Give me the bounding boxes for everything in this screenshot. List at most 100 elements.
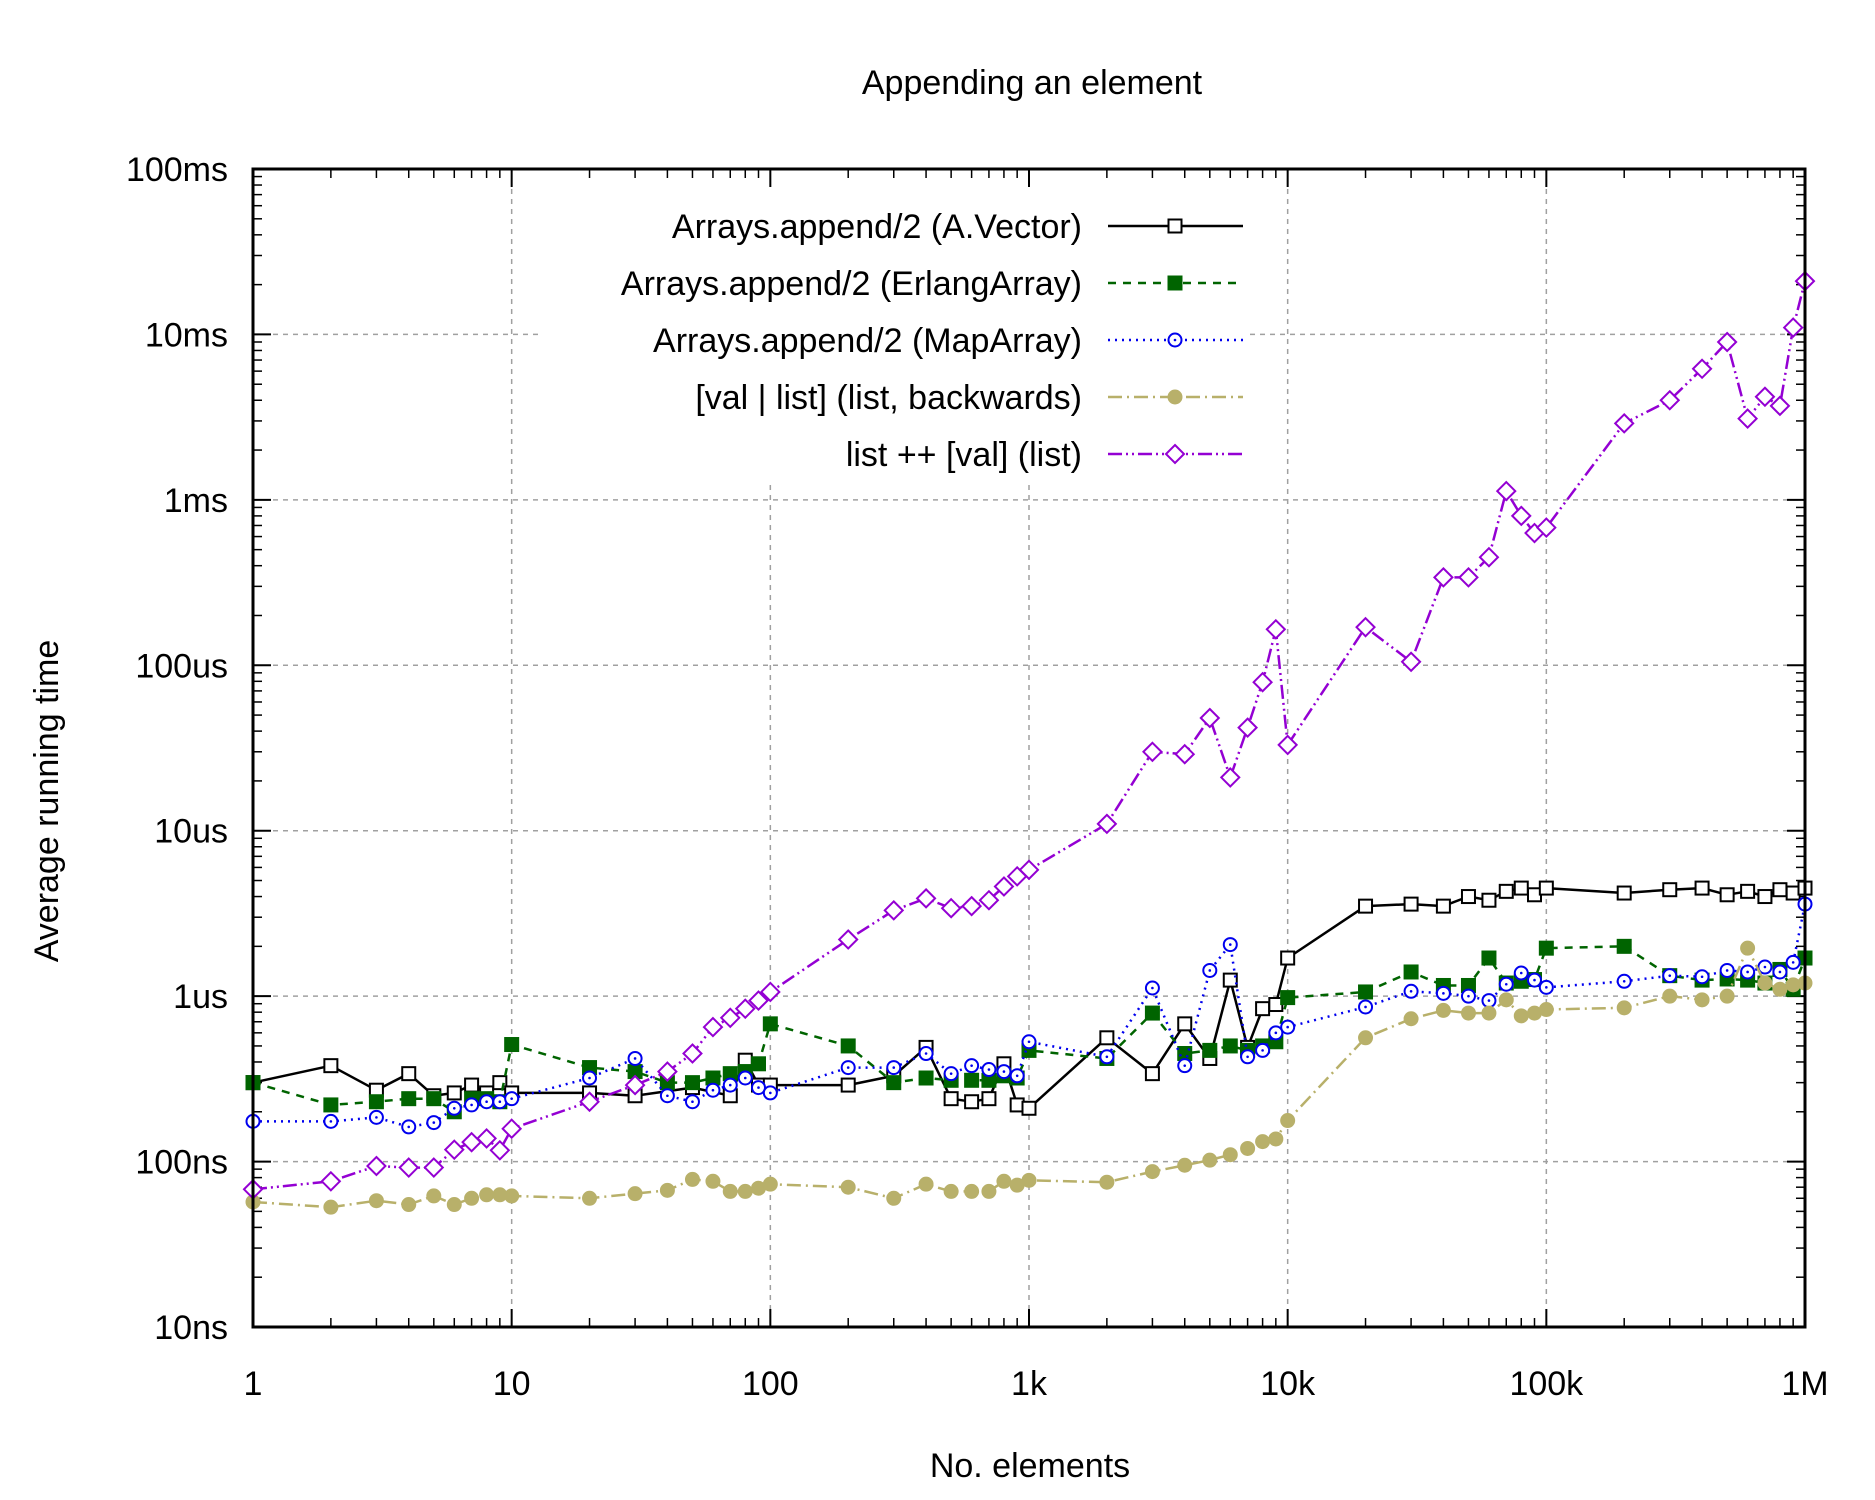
- data-point: [1280, 950, 1296, 966]
- x-tick-label: 100: [742, 1365, 799, 1403]
- y-tick-label: 10ns: [154, 1309, 228, 1347]
- y-tick-label: 100ns: [135, 1144, 228, 1182]
- data-point: [1021, 1172, 1037, 1188]
- data-point: [1255, 1001, 1271, 1017]
- data-point: [1513, 1008, 1529, 1024]
- data-point: [401, 1091, 417, 1107]
- data-point: [1460, 1005, 1476, 1021]
- series-4: [245, 940, 1813, 1215]
- data-point-center: [728, 1083, 732, 1087]
- data-point: [1237, 717, 1259, 739]
- data-point: [426, 1188, 442, 1204]
- data-point: [323, 1199, 339, 1215]
- data-point-center: [1725, 969, 1729, 972]
- data-point: [1435, 1002, 1451, 1018]
- data-point-center: [1545, 986, 1548, 989]
- data-point-center: [1151, 986, 1154, 990]
- data-point: [1740, 883, 1756, 899]
- data-point: [734, 998, 756, 1020]
- data-point: [684, 1171, 700, 1187]
- data-point-center: [470, 1103, 473, 1107]
- data-point: [1538, 880, 1554, 896]
- data-point: [918, 1176, 934, 1192]
- legend-item: Arrays.append/2 (MapArray): [653, 322, 1243, 360]
- data-point-center: [691, 1100, 694, 1104]
- data-point-center: [498, 1100, 502, 1104]
- data-point: [981, 1183, 997, 1199]
- data-point: [1255, 1134, 1271, 1150]
- data-point: [750, 1056, 766, 1072]
- data-point: [1498, 883, 1514, 899]
- data-point: [1202, 1152, 1218, 1168]
- data-point: [1144, 1164, 1160, 1180]
- data-point: [1144, 1066, 1160, 1082]
- data-point: [684, 1075, 700, 1091]
- data-point: [1265, 618, 1287, 640]
- data-point: [682, 1043, 703, 1064]
- data-point-center: [1173, 338, 1177, 342]
- x-tick-labels: 1 10 100 1k 10k 100k 1M: [244, 1365, 1829, 1403]
- data-point: [401, 1066, 417, 1082]
- data-point-center: [1700, 975, 1704, 979]
- data-point-center: [1746, 970, 1749, 974]
- data-point: [1202, 1042, 1218, 1058]
- data-point: [1277, 734, 1299, 756]
- x-axis-label: No. elements: [930, 1447, 1130, 1485]
- data-point: [840, 1179, 856, 1195]
- data-point: [398, 1157, 420, 1178]
- data-point: [1772, 882, 1788, 898]
- x-tick-label: 1k: [1011, 1365, 1048, 1403]
- data-point: [993, 876, 1015, 897]
- data-point: [1096, 813, 1118, 835]
- data-point: [1280, 1113, 1296, 1129]
- data-point-center: [452, 1106, 456, 1110]
- legend: Arrays.append/2 (A.Vector) Arrays.append/…: [621, 208, 1243, 474]
- data-point: [323, 1097, 339, 1113]
- data-point: [737, 1183, 753, 1199]
- series-3: [245, 896, 1813, 1135]
- data-point: [1099, 1174, 1115, 1190]
- data-point: [1757, 975, 1773, 991]
- data-point-center: [970, 1064, 973, 1067]
- data-point-center: [924, 1052, 928, 1055]
- data-point: [1219, 766, 1241, 788]
- data-point: [1478, 546, 1500, 568]
- data-point: [1403, 964, 1419, 980]
- chart-title: Appending an element: [862, 64, 1203, 102]
- data-point: [1538, 940, 1554, 956]
- data-point: [883, 899, 905, 921]
- data-point: [1694, 880, 1710, 896]
- data-point: [1403, 896, 1419, 912]
- data-point: [1358, 898, 1374, 914]
- data-point: [1268, 1131, 1284, 1147]
- data-point: [479, 1187, 495, 1203]
- data-point: [943, 1183, 959, 1199]
- data-point: [579, 1091, 600, 1113]
- data-point: [1222, 1038, 1238, 1054]
- data-point: [1737, 408, 1759, 429]
- data-point: [368, 1094, 384, 1110]
- data-point: [1613, 412, 1635, 434]
- data-point: [1616, 938, 1632, 954]
- data-point: [719, 1007, 741, 1029]
- x-tick-label: 100k: [1509, 1365, 1584, 1403]
- data-point: [1495, 480, 1517, 502]
- data-point: [446, 1085, 462, 1101]
- data-point: [1222, 972, 1238, 988]
- y-tick-label: 1ms: [164, 482, 228, 520]
- data-point: [501, 1118, 523, 1140]
- data-point-center: [666, 1094, 669, 1098]
- data-point: [366, 1155, 387, 1177]
- x-tick-label: 10: [493, 1365, 531, 1403]
- data-point-center: [1533, 978, 1536, 982]
- data-point-center: [987, 1068, 991, 1071]
- data-point: [1144, 1005, 1160, 1021]
- data-point: [1538, 1002, 1554, 1018]
- data-point-center: [1105, 1055, 1109, 1059]
- data-point: [1142, 741, 1163, 763]
- data-point-center: [711, 1088, 715, 1092]
- data-point: [1616, 1000, 1632, 1016]
- data-point: [582, 1190, 598, 1206]
- data-point-center: [407, 1125, 411, 1129]
- data-point-center: [1409, 989, 1413, 993]
